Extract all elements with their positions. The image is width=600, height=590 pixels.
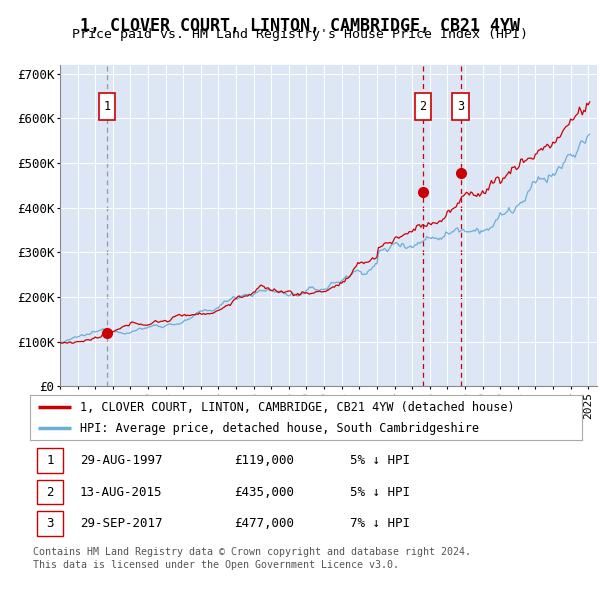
FancyBboxPatch shape (99, 93, 115, 120)
FancyBboxPatch shape (37, 480, 63, 504)
Text: 3: 3 (457, 100, 464, 113)
Text: 2: 2 (419, 100, 427, 113)
FancyBboxPatch shape (415, 93, 431, 120)
Text: 29-SEP-2017: 29-SEP-2017 (80, 517, 162, 530)
Text: 2: 2 (46, 486, 53, 499)
Text: 5% ↓ HPI: 5% ↓ HPI (350, 486, 410, 499)
Text: This data is licensed under the Open Government Licence v3.0.: This data is licensed under the Open Gov… (33, 560, 399, 571)
Text: 7% ↓ HPI: 7% ↓ HPI (350, 517, 410, 530)
Text: 1, CLOVER COURT, LINTON, CAMBRIDGE, CB21 4YW (detached house): 1, CLOVER COURT, LINTON, CAMBRIDGE, CB21… (80, 401, 514, 414)
Text: Contains HM Land Registry data © Crown copyright and database right 2024.: Contains HM Land Registry data © Crown c… (33, 547, 471, 557)
Text: Price paid vs. HM Land Registry's House Price Index (HPI): Price paid vs. HM Land Registry's House … (72, 28, 528, 41)
Text: 1: 1 (103, 100, 110, 113)
Text: 5% ↓ HPI: 5% ↓ HPI (350, 454, 410, 467)
Text: 13-AUG-2015: 13-AUG-2015 (80, 486, 162, 499)
FancyBboxPatch shape (37, 448, 63, 473)
Text: 29-AUG-1997: 29-AUG-1997 (80, 454, 162, 467)
Text: £119,000: £119,000 (234, 454, 294, 467)
Text: 3: 3 (46, 517, 53, 530)
Text: 1, CLOVER COURT, LINTON, CAMBRIDGE, CB21 4YW: 1, CLOVER COURT, LINTON, CAMBRIDGE, CB21… (80, 17, 520, 35)
FancyBboxPatch shape (37, 511, 63, 536)
FancyBboxPatch shape (452, 93, 469, 120)
Text: HPI: Average price, detached house, South Cambridgeshire: HPI: Average price, detached house, Sout… (80, 422, 479, 435)
Text: 1: 1 (46, 454, 53, 467)
Text: £435,000: £435,000 (234, 486, 294, 499)
Text: £477,000: £477,000 (234, 517, 294, 530)
